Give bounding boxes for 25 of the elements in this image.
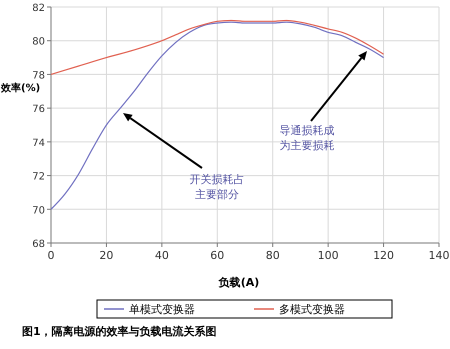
caption: 图1，隔离电源的效率与负载电流关系图 [22,325,217,338]
x-tick-label: 60 [210,249,224,262]
y-tick-label: 82 [32,3,45,14]
y-tick-label: 72 [32,172,45,183]
x-tick-label: 80 [266,249,280,262]
x-tick-label: 40 [154,249,169,262]
x-tick-label: 120 [373,249,394,262]
y-tick-label: 78 [32,70,45,82]
annotation: 开关损耗占主要部分 [190,173,244,201]
x-tick-label: 100 [318,249,339,262]
line-series [50,20,384,76]
x-tick-label: 20 [99,249,114,262]
y-tick-label: 74 [32,138,45,149]
legend-label: 单模式变换器 [129,303,195,316]
legend-label: 多模式变换器 [279,303,345,316]
annotation: 导通损耗成为主要损耗 [280,124,334,152]
y-tick-label: 80 [32,36,45,48]
line-series [50,22,384,210]
x-tick-label: 140 [428,249,450,262]
y-tick-label: 70 [32,205,45,216]
x-tick-label: 0 [48,249,54,262]
y-tick-label: 68 [32,239,45,250]
y-tick-label: 76 [32,104,45,116]
y-axis-title: 效率(%) [0,82,40,94]
x-axis-title: 负载(A) [218,276,260,289]
